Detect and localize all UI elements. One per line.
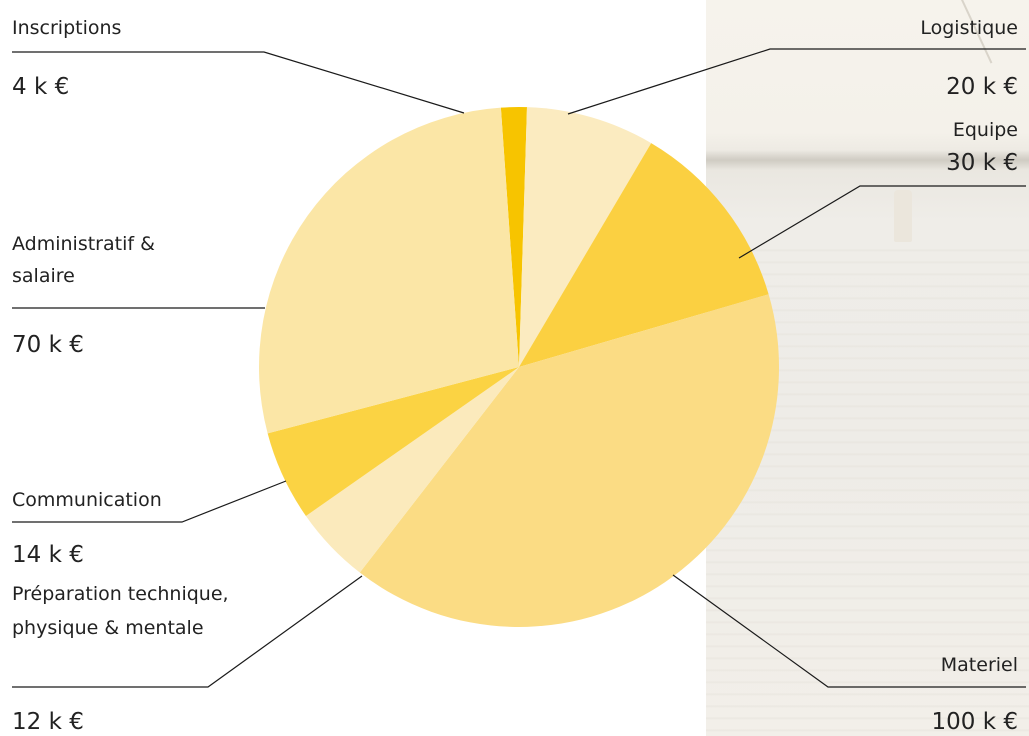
- slice-value-communication: 14 k €: [12, 542, 84, 568]
- leader-line-equipe: [738, 185, 1026, 259]
- slice-label-inscriptions: Inscriptions: [12, 17, 121, 39]
- background-horizon: [706, 150, 1029, 170]
- slice-label-preparation-line-1: Préparation technique,: [12, 583, 229, 605]
- slice-label-administratif-line-2: salaire: [12, 265, 75, 287]
- pie-slice-materiel: [359, 294, 780, 627]
- leader-lines: [12, 48, 1026, 688]
- leader-line-preparation: [12, 575, 363, 688]
- slice-label-administratif-line-1: Administratif &: [12, 233, 155, 255]
- slice-labels: Inscriptions 4 k € Logistique 20 k € Equipe 3…: [12, 17, 1018, 735]
- slice-label-communication: Communication: [12, 489, 162, 511]
- background-buoy: [894, 190, 912, 242]
- slice-value-inscriptions: 4 k €: [12, 74, 69, 100]
- pie-slice-equipe: [519, 143, 769, 367]
- slice-label-preparation-line-2: physique & mentale: [12, 617, 204, 639]
- leader-line-materiel: [672, 574, 1026, 688]
- pie-slice-inscriptions: [500, 106, 527, 368]
- pie-slices: [259, 106, 780, 627]
- pie-slice-communication: [267, 367, 519, 516]
- slice-label-equipe: Equipe: [953, 119, 1018, 141]
- leader-line-communication: [12, 480, 287, 523]
- slice-value-equipe: 30 k €: [946, 150, 1018, 176]
- slice-value-preparation: 12 k €: [12, 709, 84, 735]
- pie-slice-logistique: [519, 107, 652, 368]
- slice-label-materiel: Materiel: [941, 654, 1018, 676]
- pie-slice-preparation: [305, 367, 519, 573]
- pie-slice-administratif: [259, 107, 519, 434]
- slice-value-administratif: 70 k €: [12, 332, 84, 358]
- slice-value-logistique: 20 k €: [946, 74, 1018, 100]
- slice-label-logistique: Logistique: [920, 17, 1018, 39]
- slice-value-materiel: 100 k €: [932, 709, 1018, 735]
- leader-line-inscriptions: [12, 51, 465, 114]
- leader-line-logistique: [567, 48, 1026, 115]
